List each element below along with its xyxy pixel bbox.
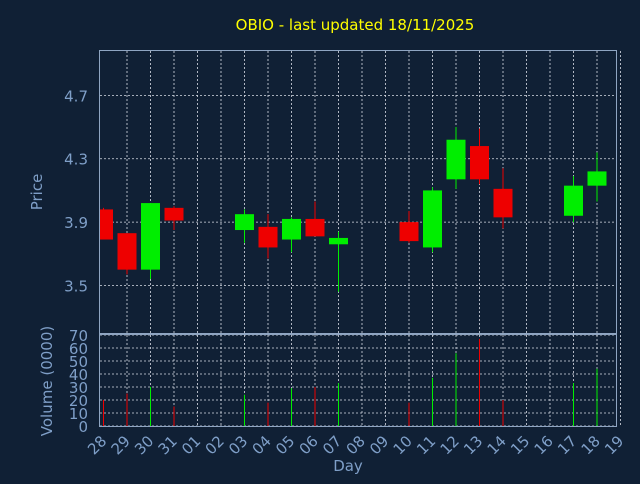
candle-body bbox=[446, 139, 466, 180]
x-tick-label: 09 bbox=[366, 432, 392, 458]
price-axis-label: Price bbox=[28, 174, 46, 211]
x-tick-label: 08 bbox=[343, 432, 369, 458]
volume-grid bbox=[100, 334, 621, 427]
x-tick-label: 01 bbox=[178, 432, 204, 458]
candle-body bbox=[329, 237, 348, 245]
volume-bars bbox=[103, 338, 598, 426]
candle-body bbox=[141, 203, 160, 270]
volume-tick-label: 10 bbox=[69, 405, 88, 423]
candle-body bbox=[470, 146, 489, 180]
candle-body bbox=[423, 190, 442, 248]
candle-body bbox=[564, 185, 583, 216]
x-tick-label: 14 bbox=[484, 432, 510, 458]
x-tick-label: 10 bbox=[390, 432, 416, 458]
x-tick-label: 07 bbox=[319, 432, 345, 458]
candle-body bbox=[493, 188, 513, 218]
volume-tick-label: 0 bbox=[78, 418, 88, 436]
volume-tick-label: 70 bbox=[69, 327, 88, 345]
price-grid bbox=[100, 51, 621, 333]
price-tick-label: 4.7 bbox=[64, 87, 88, 105]
x-axis-label: Day bbox=[333, 457, 363, 475]
chart-title: OBIO - last updated 18/11/2025 bbox=[236, 16, 475, 34]
x-tick-label: 29 bbox=[108, 432, 134, 458]
candle-body bbox=[100, 209, 113, 240]
x-tick-label: 06 bbox=[296, 432, 322, 458]
x-tick-label: 28 bbox=[84, 432, 110, 458]
x-tick-label: 03 bbox=[225, 432, 251, 458]
candle-body bbox=[587, 171, 607, 186]
price-panel-frame bbox=[99, 50, 617, 334]
x-tick-label: 18 bbox=[578, 432, 604, 458]
volume-tick-label: 40 bbox=[69, 366, 88, 384]
x-tick-label: 31 bbox=[155, 432, 181, 458]
x-tick-label: 12 bbox=[437, 432, 463, 458]
volume-tick-label: 30 bbox=[69, 379, 88, 397]
volume-panel-frame bbox=[99, 334, 617, 427]
x-tick-label: 02 bbox=[202, 432, 228, 458]
price-tick-label: 3.5 bbox=[64, 277, 88, 295]
x-tick-label: 11 bbox=[413, 432, 439, 458]
volume-axis-label: Volume (0000) bbox=[38, 326, 56, 436]
x-tick-label: 30 bbox=[131, 432, 157, 458]
x-tick-label: 17 bbox=[554, 432, 580, 458]
x-tick-label: 15 bbox=[507, 432, 533, 458]
x-tick-label: 04 bbox=[249, 432, 275, 458]
x-tick-label: 16 bbox=[531, 432, 557, 458]
x-tick-label: 13 bbox=[460, 432, 486, 458]
price-tick-label: 4.3 bbox=[64, 151, 88, 169]
volume-tick-label: 50 bbox=[69, 353, 88, 371]
candle-body bbox=[305, 218, 325, 237]
candle-body bbox=[399, 222, 419, 242]
x-tick-label: 19 bbox=[601, 432, 627, 458]
candles bbox=[100, 127, 607, 292]
candle-body bbox=[258, 226, 278, 248]
price-tick-label: 3.9 bbox=[64, 214, 88, 232]
candle-body bbox=[117, 233, 137, 270]
x-tick-label: 05 bbox=[272, 432, 298, 458]
candle-body bbox=[282, 218, 301, 240]
price-y-ticks: 3.5 3.9 4.3 4.7 bbox=[64, 87, 88, 295]
candle-body bbox=[164, 207, 184, 221]
candle-body bbox=[235, 214, 254, 231]
volume-tick-label: 60 bbox=[69, 340, 88, 358]
volume-tick-label: 20 bbox=[69, 392, 88, 410]
x-ticks: 2829303101020304050607080910111213141516… bbox=[84, 432, 627, 458]
